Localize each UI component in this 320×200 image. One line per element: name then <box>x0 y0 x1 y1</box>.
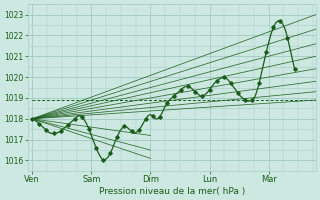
X-axis label: Pression niveau de la mer( hPa ): Pression niveau de la mer( hPa ) <box>99 187 245 196</box>
